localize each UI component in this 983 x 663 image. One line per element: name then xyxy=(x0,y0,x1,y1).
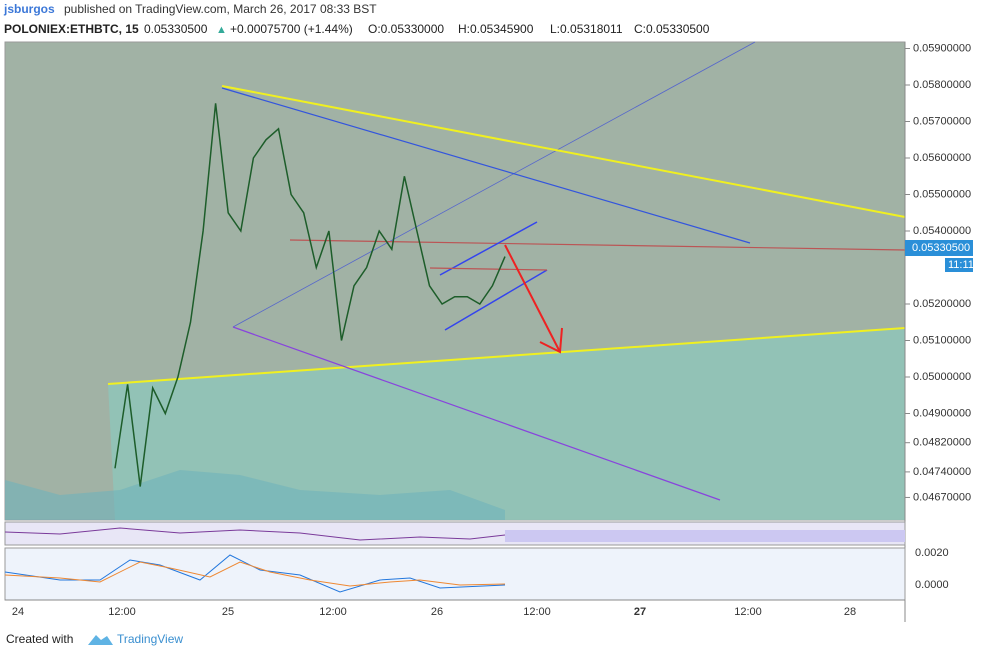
price-tick-label: 0.05200000 xyxy=(913,298,971,310)
price-tick-label: 0.04670000 xyxy=(913,491,971,503)
high: H:0.05345900 xyxy=(458,22,534,36)
price-axis xyxy=(905,42,983,620)
price-tick-label: 0.05500000 xyxy=(913,188,971,200)
rsi-line xyxy=(4,527,506,541)
pattern-fill xyxy=(108,86,905,520)
price-tick-label: 0.04740000 xyxy=(913,466,971,478)
time-label: 12:00 xyxy=(108,606,136,618)
countdown-tag xyxy=(945,258,973,272)
time-label: 12:00 xyxy=(319,606,347,618)
rsi-band xyxy=(505,530,905,542)
price-tick-label: 0.04820000 xyxy=(913,437,971,449)
last: 0.05330500 xyxy=(144,22,208,36)
logo xyxy=(88,635,113,645)
time-label: 26 xyxy=(431,606,443,618)
symbol: POLONIEX:ETHBTC, 15 xyxy=(4,22,139,36)
change: +0.00075700 (+1.44%) xyxy=(230,22,353,36)
time-label: 12:00 xyxy=(523,606,551,618)
footer-brand[interactable]: TradingView xyxy=(117,632,183,646)
macd-pane xyxy=(4,547,906,601)
open: O:0.05330000 xyxy=(368,22,444,36)
published: published on TradingView.com, March 26, … xyxy=(64,2,377,16)
last-price-tag xyxy=(905,240,973,256)
time-axis: 24 12:00 25 12:00 26 12:00 27 12:00 28 xyxy=(12,606,856,618)
macd-tick: 0.0020 xyxy=(915,547,949,559)
up-arrow: ▲ xyxy=(216,24,227,36)
close: C:0.05330500 xyxy=(634,22,710,36)
price-series xyxy=(114,103,506,487)
price-tick-label: 0.05800000 xyxy=(913,79,971,91)
time-label: 25 xyxy=(222,606,234,618)
price-ticks: 0.05900000 0.05800000 0.05700000 0.05600000… xyxy=(905,42,971,503)
price-tick-label: 0.05100000 xyxy=(913,334,971,346)
user[interactable]: jsburgos xyxy=(3,2,55,16)
time-label: 27 xyxy=(634,606,646,618)
volume-area xyxy=(5,470,505,520)
price-tick-label: 0.05000000 xyxy=(913,371,971,383)
price-tick-label: 0.05700000 xyxy=(913,115,971,127)
time-label: 12:00 xyxy=(734,606,762,618)
price-tick-label: 0.05600000 xyxy=(913,152,971,164)
price-tick-label: 0.04900000 xyxy=(913,407,971,419)
last-price: 0.05330500 xyxy=(912,242,970,254)
price-tick-label: 0.05900000 xyxy=(913,42,971,54)
time-label: 28 xyxy=(844,606,856,618)
close-line xyxy=(114,103,506,487)
time-label: 24 xyxy=(12,606,24,618)
low: L:0.05318011 xyxy=(550,22,623,36)
signal-line xyxy=(4,561,506,587)
macd-tick: 0.0000 xyxy=(915,579,949,591)
footer-created: Created with xyxy=(6,632,73,646)
countdown: 11:11 xyxy=(948,259,974,271)
macd-line xyxy=(4,554,506,593)
price-tick-label: 0.05400000 xyxy=(913,225,971,237)
